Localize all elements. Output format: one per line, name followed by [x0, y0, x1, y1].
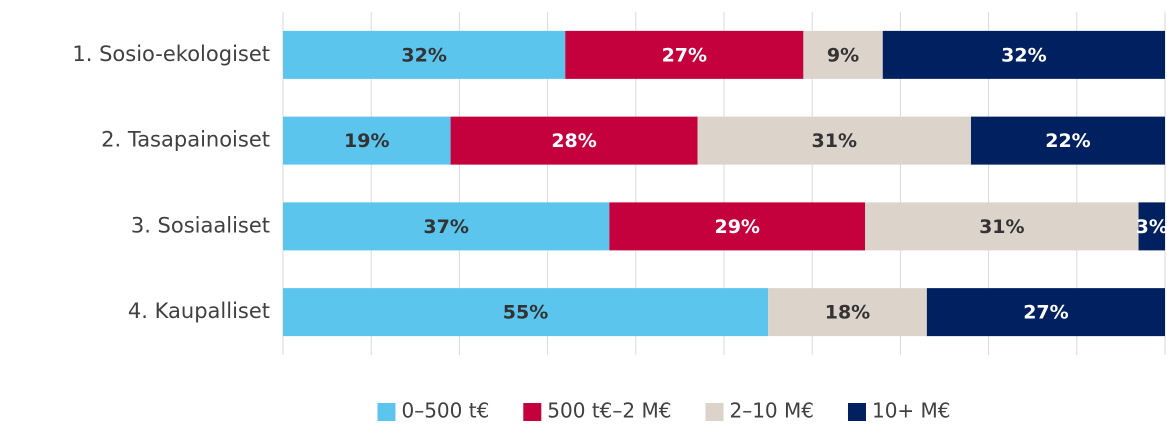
bar-segment — [565, 30, 804, 79]
bar-segment — [609, 202, 866, 251]
legend-swatch — [847, 403, 866, 421]
value-label: 3% — [1136, 216, 1167, 238]
legend: 0–500 t€ 500 t€–2 M€ 2–10 M€ 10+ M€ — [377, 399, 951, 423]
legend-label: 10+ M€ — [872, 399, 951, 423]
value-label: 28% — [551, 130, 596, 152]
bar-segment — [283, 288, 769, 337]
bar-segment — [970, 116, 1165, 165]
value-label: 55% — [503, 302, 548, 324]
bar-segment — [283, 202, 610, 251]
value-label: 22% — [1045, 130, 1090, 152]
legend-swatch — [705, 403, 724, 421]
value-label: 29% — [714, 216, 759, 238]
bar-segment — [283, 116, 451, 165]
bar-segment — [450, 116, 698, 165]
bar-segment — [697, 116, 971, 165]
bar-segment — [1138, 202, 1165, 251]
value-label: 27% — [662, 44, 707, 66]
bar-segment — [768, 288, 927, 337]
category-label: 1. Sosio-ekologiset — [72, 42, 270, 66]
legend-swatch — [377, 403, 396, 421]
legend-label: 500 t€–2 M€ — [547, 399, 671, 423]
bar-segment — [882, 30, 1165, 79]
value-label: 32% — [1001, 44, 1046, 66]
value-label: 9% — [827, 44, 859, 66]
category-label: 4. Kaupalliset — [128, 299, 270, 323]
legend-label: 0–500 t€ — [401, 399, 489, 423]
legend-label: 2–10 M€ — [729, 399, 814, 423]
bar-segment — [865, 202, 1139, 251]
value-label: 18% — [825, 302, 870, 324]
value-label: 31% — [979, 216, 1024, 238]
value-label: 27% — [1023, 302, 1068, 324]
category-label: 3. Sosiaaliset — [131, 213, 270, 237]
value-label: 32% — [401, 44, 446, 66]
value-label: 31% — [812, 130, 857, 152]
bar-segment — [283, 30, 566, 79]
bar-segment — [803, 30, 883, 79]
category-label: 2. Tasapainoiset — [101, 128, 270, 152]
value-label: 37% — [423, 216, 468, 238]
value-label: 19% — [344, 130, 389, 152]
legend-swatch — [523, 403, 542, 421]
bar-segment — [926, 288, 1165, 337]
